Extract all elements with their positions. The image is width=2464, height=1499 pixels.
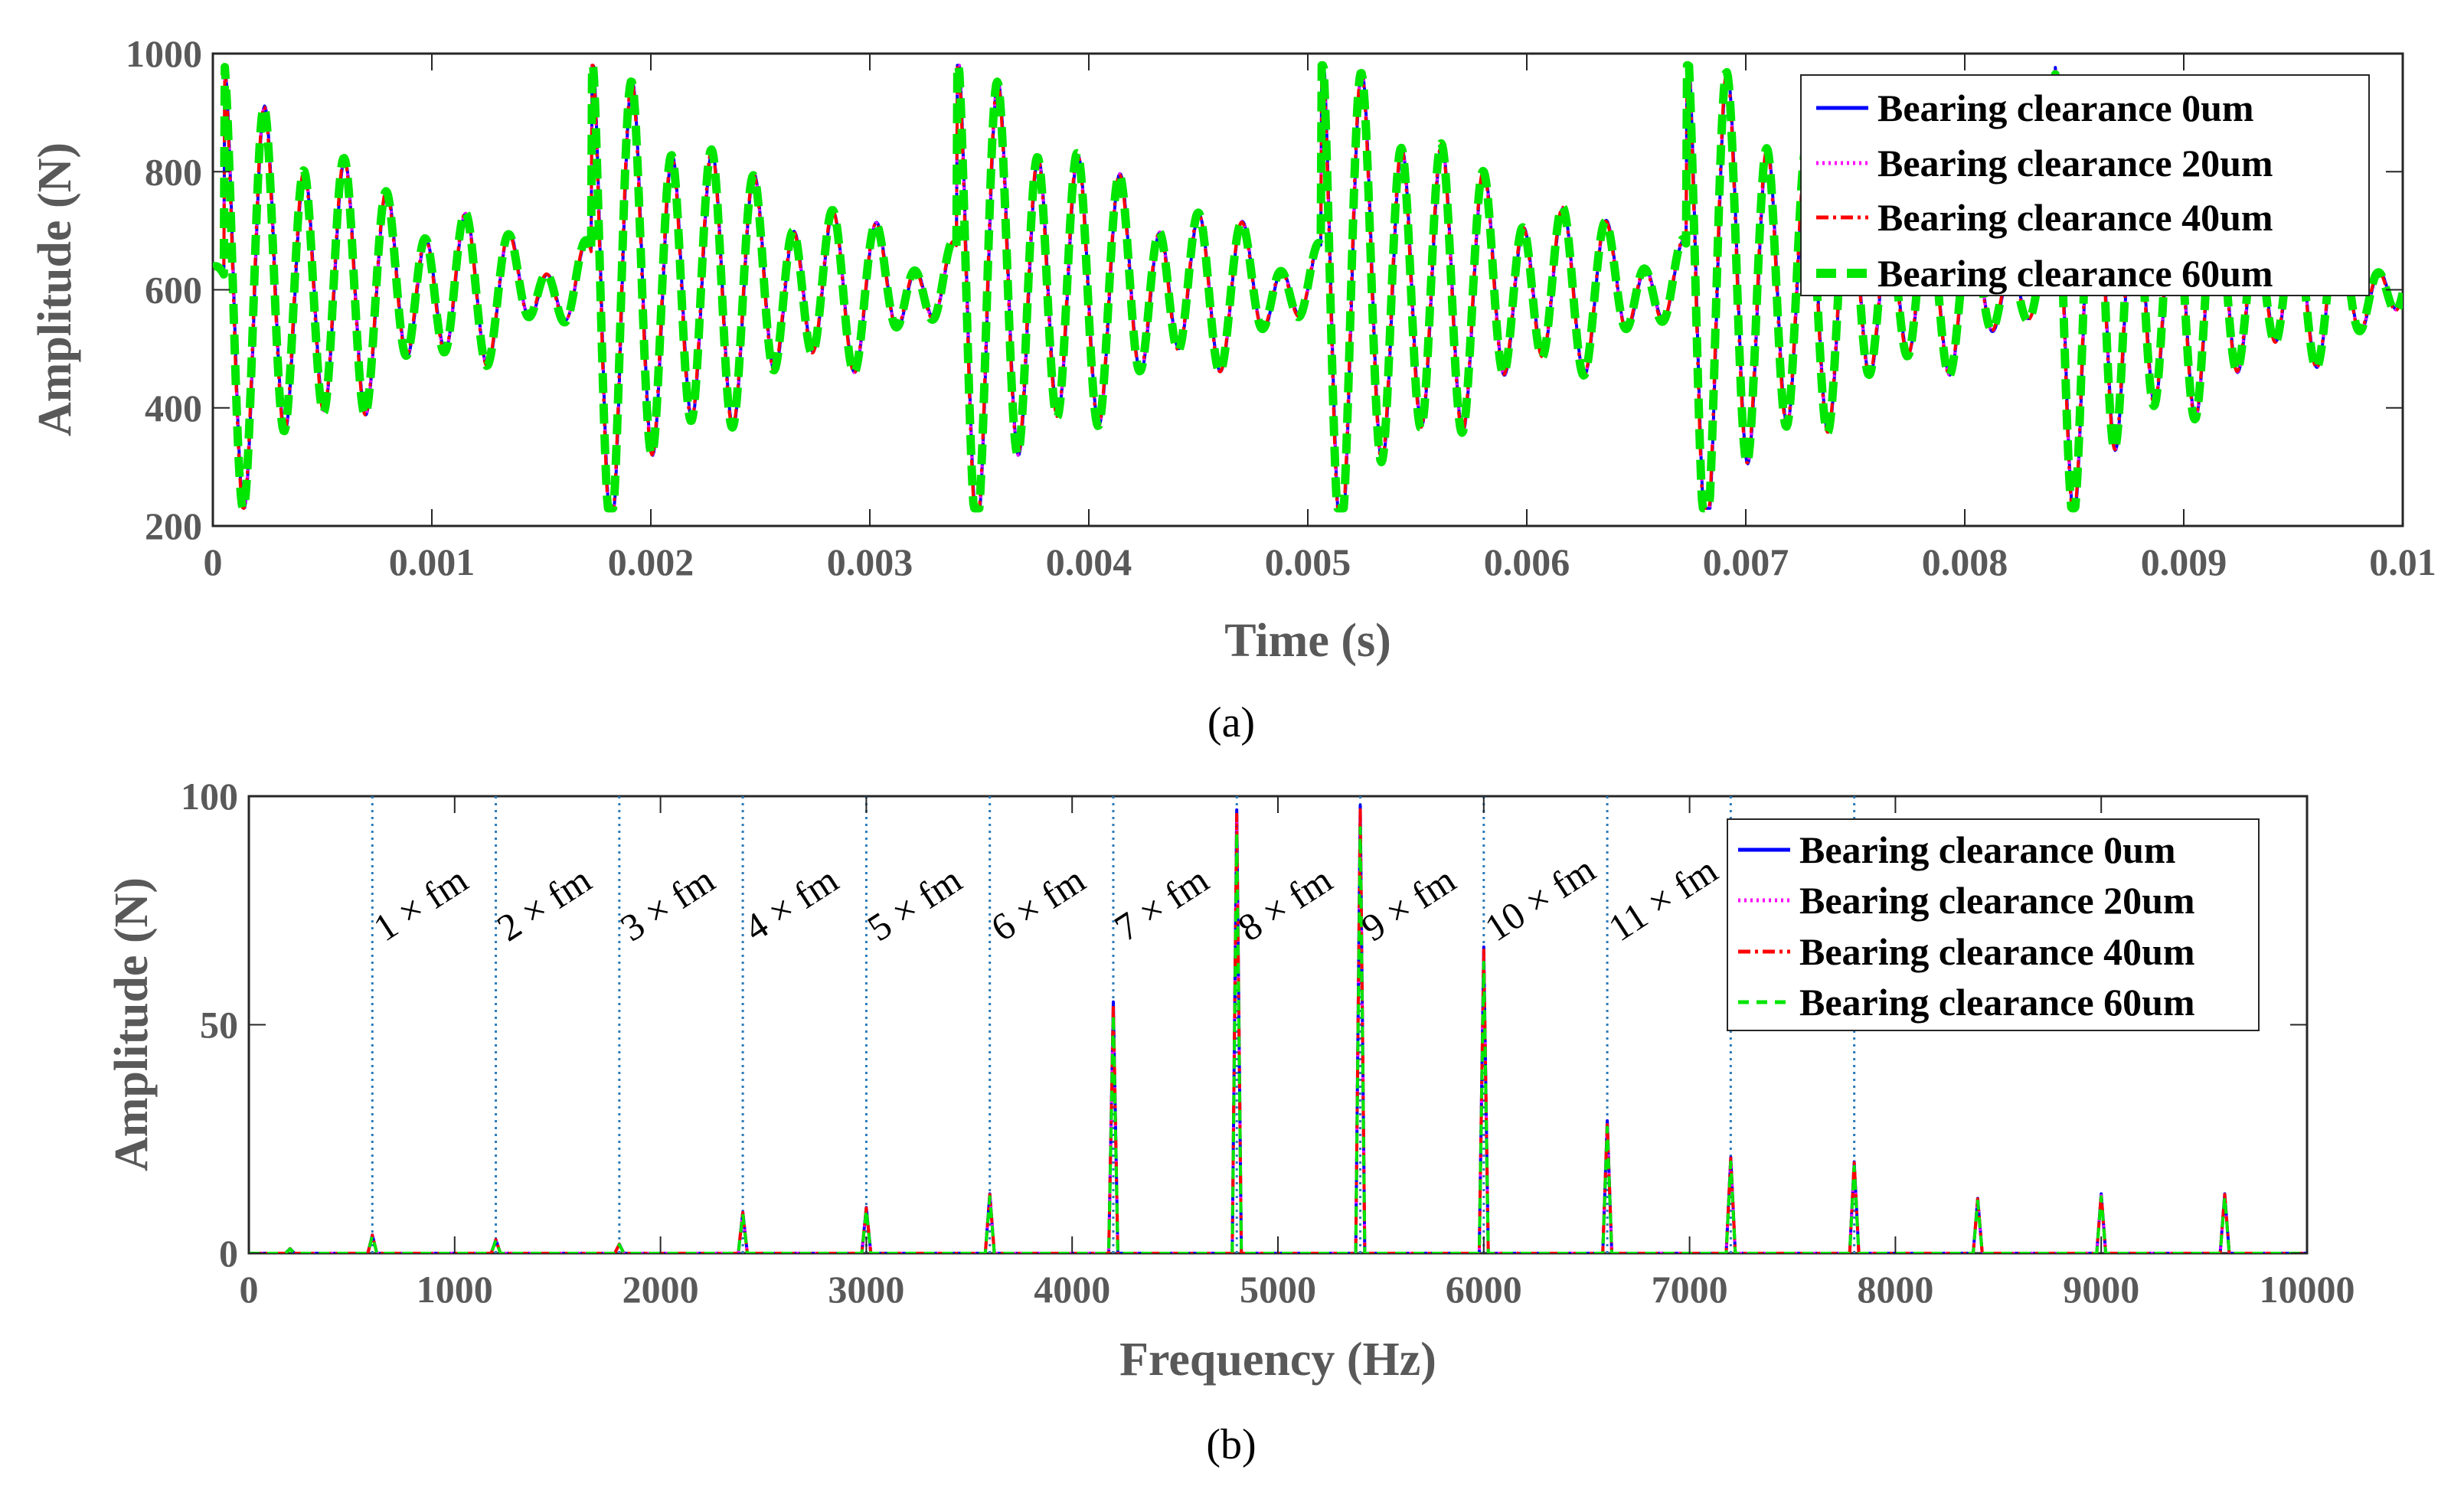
x-tick-label-b: 1000 xyxy=(417,1268,493,1311)
frequency-domain-panel: 1 × fm 2 × fm 3 × fm 4 × fm 5 × fm 6 × fm 7 × … xyxy=(106,775,2355,1468)
legend-label-a-1: Bearing clearance 20um xyxy=(1877,142,2273,185)
legend-b: Bearing clearance 0um Bearing clearance … xyxy=(1727,818,2260,1031)
y-ticks-a: 200 400 600 800 1000 xyxy=(126,32,2403,547)
y-axis-label-a: Amplitude (N) xyxy=(29,142,81,436)
y-tick-label-a: 800 xyxy=(145,150,202,193)
legend-label-b-2: Bearing clearance 40um xyxy=(1799,930,2195,973)
x-axis-label-b: Frequency (Hz) xyxy=(1119,1334,1436,1386)
x-tick-label-a: 0.008 xyxy=(1922,540,2008,583)
x-tick-label-a: 0.005 xyxy=(1265,540,1351,583)
legend-label-a-2: Bearing clearance 40um xyxy=(1877,196,2273,239)
y-axis-label-b: Amplitude (N) xyxy=(106,877,158,1171)
y-tick-label-a: 1000 xyxy=(126,32,202,75)
x-tick-label-b: 5000 xyxy=(1240,1268,1316,1311)
x-ticks-b: 0 1000 2000 3000 4000 5000 6000 7000 8000 9000 100… xyxy=(240,796,2355,1311)
y-tick-label-b: 50 xyxy=(200,1004,238,1047)
legend-label-a-0: Bearing clearance 0um xyxy=(1877,87,2254,129)
x-tick-label-b: 3000 xyxy=(828,1268,904,1311)
x-tick-label-a: 0.002 xyxy=(608,540,694,583)
legend-label-b-0: Bearing clearance 0um xyxy=(1799,828,2176,871)
y-tick-label-b: 0 xyxy=(219,1232,238,1275)
x-tick-label-b: 8000 xyxy=(1857,1268,1933,1311)
x-tick-label-b: 6000 xyxy=(1446,1268,1522,1311)
legend-label-b-1: Bearing clearance 20um xyxy=(1799,879,2195,922)
series-group-b xyxy=(249,803,2307,1253)
x-tick-label-a: 0.001 xyxy=(389,540,475,583)
x-tick-label-b: 2000 xyxy=(623,1268,699,1311)
legend-box-b xyxy=(1727,818,2260,1031)
y-ticks-b: 0 50 100 xyxy=(181,775,2307,1275)
x-tick-label-a: 0.004 xyxy=(1046,540,1132,583)
x-axis-label-a: Time (s) xyxy=(1224,615,1391,667)
x-tick-label-a: 0.003 xyxy=(827,540,913,583)
x-tick-label-a: 0.01 xyxy=(2369,540,2436,583)
legend-box-a xyxy=(1800,74,2370,296)
y-tick-label-b: 100 xyxy=(181,775,238,818)
legend-a: Bearing clearance 0um Bearing clearance … xyxy=(1800,74,2370,296)
y-tick-label-a: 400 xyxy=(145,387,202,429)
caption-a: (a) xyxy=(1207,699,1255,746)
x-tick-label-b: 4000 xyxy=(1034,1268,1110,1311)
series-line-a-3 xyxy=(213,60,2403,513)
series-line-b-3 xyxy=(249,826,2307,1253)
time-domain-panel: 0 0.001 0.002 0.003 0.004 0.005 0.006 0.007 0.00… xyxy=(29,32,2436,746)
x-tick-label-a: 0 xyxy=(204,540,223,583)
legend-label-b-3: Bearing clearance 60um xyxy=(1799,981,2195,1024)
x-tick-label-b: 0 xyxy=(240,1268,259,1311)
y-tick-label-a: 200 xyxy=(145,505,202,547)
y-tick-label-a: 600 xyxy=(145,269,202,312)
x-ticks-a: 0 0.001 0.002 0.003 0.004 0.005 0.006 0.007 0.00… xyxy=(204,54,2436,583)
legend-label-a-3: Bearing clearance 60um xyxy=(1877,252,2273,295)
x-tick-label-b: 9000 xyxy=(2063,1268,2139,1311)
x-tick-label-a: 0.007 xyxy=(1703,540,1789,583)
series-line-b-1 xyxy=(249,817,2307,1253)
x-tick-label-b: 7000 xyxy=(1652,1268,1728,1311)
x-tick-label-b: 10000 xyxy=(2260,1268,2355,1311)
caption-b: (b) xyxy=(1206,1421,1256,1468)
x-tick-label-a: 0.006 xyxy=(1484,540,1570,583)
x-tick-label-a: 0.009 xyxy=(2141,540,2227,583)
